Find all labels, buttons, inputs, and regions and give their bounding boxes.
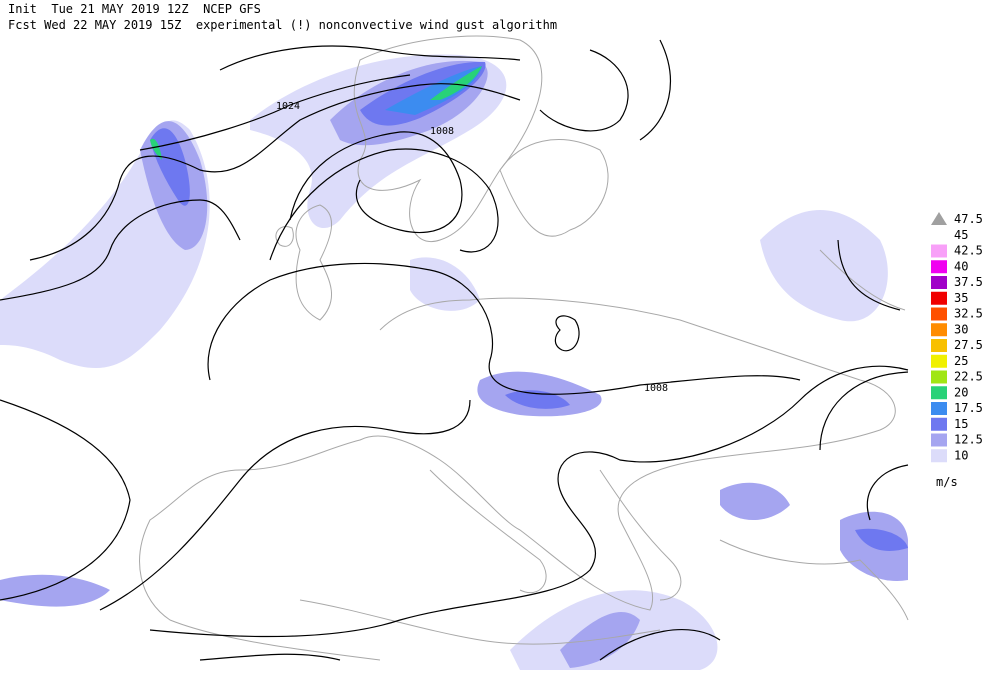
- legend-swatch: [931, 339, 947, 352]
- isobars: [0, 39, 909, 661]
- legend-swatch: [931, 433, 947, 447]
- legend-swatch: [931, 386, 947, 400]
- legend-swatch: [931, 307, 947, 321]
- legend-swatch: [931, 354, 947, 368]
- legend-label: 30: [954, 322, 968, 336]
- legend-label: 12.5: [954, 433, 983, 447]
- legend-swatch: [931, 402, 947, 415]
- legend: 47.5 45 42.540 37.5 35 32.530 27.5 25 22.520 17.5…: [931, 212, 983, 463]
- legend-swatch: [931, 260, 947, 274]
- legend-label: 20: [954, 385, 968, 399]
- legend-unit: m/s: [936, 475, 958, 489]
- legend-label: 47.5: [954, 212, 983, 226]
- gust-shading: [0, 54, 908, 670]
- legend-swatch: [931, 417, 947, 431]
- legend-label: 42.5: [954, 244, 983, 258]
- legend-label: 27.5: [954, 338, 983, 352]
- legend-swatch: [931, 244, 947, 258]
- legend-label: 37.5: [954, 275, 983, 289]
- legend-label: 40: [954, 259, 968, 273]
- legend-label: 25: [954, 354, 968, 368]
- header-forecast: Fcst Wed 22 MAY 2019 15Z experimental (!…: [8, 18, 557, 32]
- legend-swatch: [931, 370, 947, 384]
- legend-swatch: [931, 449, 947, 463]
- coastlines: [139, 35, 909, 661]
- header-init: Init Tue 21 MAY 2019 12Z NCEP GFS: [8, 2, 261, 16]
- legend-label: 32.5: [954, 307, 983, 321]
- legend-triangle: [931, 212, 947, 225]
- isobar-label: 1008: [644, 383, 668, 394]
- isobar-label: 1008: [430, 126, 454, 137]
- legend-label: 15: [954, 417, 968, 431]
- legend-label: 45: [954, 228, 968, 242]
- legend-swatch: [931, 276, 947, 289]
- legend-label: 22.5: [954, 370, 983, 384]
- legend-swatch: [931, 323, 947, 337]
- legend-label: 35: [954, 291, 968, 305]
- isobar-label: 1024: [276, 101, 300, 112]
- legend-swatch: [931, 291, 947, 305]
- legend-label: 17.5: [954, 401, 983, 415]
- legend-label: 10: [954, 448, 968, 462]
